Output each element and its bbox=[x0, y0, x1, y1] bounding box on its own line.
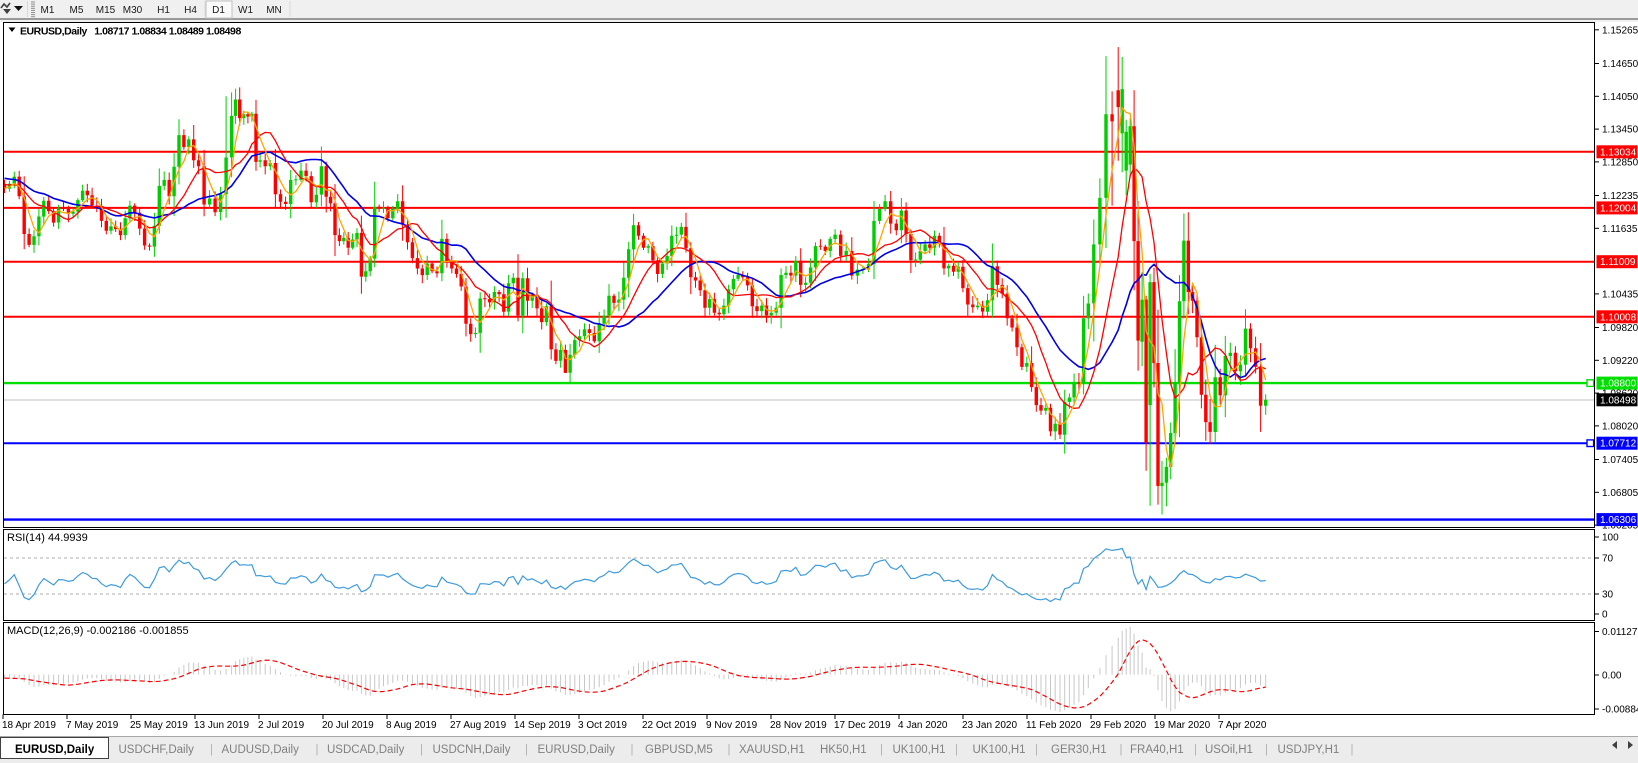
svg-text:-0.008845: -0.008845 bbox=[1602, 705, 1638, 716]
svg-text:|: | bbox=[1265, 744, 1268, 756]
svg-text:18 Apr 2019: 18 Apr 2019 bbox=[2, 720, 56, 731]
svg-text:30: 30 bbox=[1602, 590, 1614, 601]
svg-text:W1: W1 bbox=[238, 5, 253, 16]
svg-text:1.12235: 1.12235 bbox=[1602, 191, 1638, 202]
svg-text:UK100,H1: UK100,H1 bbox=[893, 744, 946, 756]
svg-text:1.11009: 1.11009 bbox=[1600, 257, 1636, 268]
svg-text:1.12850: 1.12850 bbox=[1602, 157, 1638, 168]
svg-text:|: | bbox=[1120, 744, 1123, 756]
svg-text:25 May 2019: 25 May 2019 bbox=[130, 720, 188, 731]
svg-text:USDCNH,Daily: USDCNH,Daily bbox=[433, 744, 511, 756]
svg-text:EURUSD,Daily 1.08717 1.08834: EURUSD,Daily 1.08717 1.08834 1.08489 1.0… bbox=[20, 26, 241, 38]
svg-text:22 Oct 2019: 22 Oct 2019 bbox=[642, 720, 697, 731]
svg-text:USDCHF,Daily: USDCHF,Daily bbox=[119, 744, 195, 756]
svg-text:|: | bbox=[1194, 744, 1197, 756]
svg-text:7 May 2019: 7 May 2019 bbox=[66, 720, 119, 731]
svg-text:|: | bbox=[316, 744, 319, 756]
svg-text:14 Sep 2019: 14 Sep 2019 bbox=[514, 720, 571, 731]
svg-text:1.08498: 1.08498 bbox=[1600, 395, 1637, 406]
svg-text:100: 100 bbox=[1602, 533, 1619, 544]
svg-text:1.10008: 1.10008 bbox=[1600, 312, 1637, 323]
svg-text:1.09220: 1.09220 bbox=[1602, 356, 1638, 367]
svg-text:8 Aug 2019: 8 Aug 2019 bbox=[386, 720, 437, 731]
svg-text:XAUUSD,H1: XAUUSD,H1 bbox=[739, 744, 805, 756]
svg-text:USDJPY,H1: USDJPY,H1 bbox=[1278, 744, 1340, 756]
svg-text:1.13034: 1.13034 bbox=[1600, 147, 1637, 158]
svg-text:1.08020: 1.08020 bbox=[1602, 421, 1638, 432]
svg-text:1.08800: 1.08800 bbox=[1600, 379, 1637, 390]
svg-text:1.14650: 1.14650 bbox=[1602, 59, 1638, 70]
svg-text:|: | bbox=[420, 744, 423, 756]
svg-text:M30: M30 bbox=[123, 5, 143, 16]
svg-text:1.13450: 1.13450 bbox=[1602, 125, 1638, 136]
svg-text:1.15265: 1.15265 bbox=[1602, 25, 1638, 36]
svg-text:1.06306: 1.06306 bbox=[1600, 515, 1637, 526]
svg-text:|: | bbox=[955, 744, 958, 756]
svg-text:13 Jun 2019: 13 Jun 2019 bbox=[194, 720, 249, 731]
svg-text:RSI(14) 44.9939: RSI(14) 44.9939 bbox=[7, 532, 88, 544]
svg-text:H1: H1 bbox=[157, 5, 170, 16]
svg-text:|: | bbox=[728, 744, 731, 756]
svg-text:USDCAD,Daily: USDCAD,Daily bbox=[327, 744, 405, 756]
svg-text:0.011277: 0.011277 bbox=[1602, 627, 1638, 638]
svg-text:17 Dec 2019: 17 Dec 2019 bbox=[834, 720, 891, 731]
svg-text:EURUSD,Daily: EURUSD,Daily bbox=[538, 744, 616, 756]
svg-text:MN: MN bbox=[266, 5, 282, 16]
svg-text:EURUSD,Daily: EURUSD,Daily bbox=[15, 744, 95, 756]
svg-text:D1: D1 bbox=[212, 5, 225, 16]
svg-text:UK100,H1: UK100,H1 bbox=[973, 744, 1026, 756]
svg-text:19 Mar 2020: 19 Mar 2020 bbox=[1154, 720, 1211, 731]
svg-text:3 Oct 2019: 3 Oct 2019 bbox=[578, 720, 627, 731]
svg-text:0: 0 bbox=[1602, 610, 1608, 621]
svg-text:1.12004: 1.12004 bbox=[1600, 203, 1637, 214]
svg-text:1.09820: 1.09820 bbox=[1602, 323, 1638, 334]
svg-text:H4: H4 bbox=[184, 5, 197, 16]
svg-text:1.11635: 1.11635 bbox=[1602, 224, 1638, 235]
svg-text:1.07712: 1.07712 bbox=[1600, 439, 1637, 450]
svg-text:M1: M1 bbox=[41, 5, 55, 16]
svg-text:FRA40,H1: FRA40,H1 bbox=[1130, 744, 1184, 756]
svg-text:|: | bbox=[210, 744, 213, 756]
svg-text:M15: M15 bbox=[96, 5, 116, 16]
svg-text:|: | bbox=[1035, 744, 1038, 756]
svg-text:29 Feb 2020: 29 Feb 2020 bbox=[1090, 720, 1147, 731]
svg-text:|: | bbox=[631, 744, 634, 756]
svg-text:1.07405: 1.07405 bbox=[1602, 455, 1638, 466]
svg-text:M5: M5 bbox=[70, 5, 84, 16]
svg-text:USOil,H1: USOil,H1 bbox=[1205, 744, 1253, 756]
svg-text:0.00: 0.00 bbox=[1602, 671, 1622, 682]
svg-text:HK50,H1: HK50,H1 bbox=[820, 744, 867, 756]
svg-text:2 Jul 2019: 2 Jul 2019 bbox=[258, 720, 305, 731]
svg-text:4 Jan 2020: 4 Jan 2020 bbox=[898, 720, 948, 731]
svg-text:1.14050: 1.14050 bbox=[1602, 92, 1638, 103]
svg-text:MACD(12,26,9) -0.002186 -0.001: MACD(12,26,9) -0.002186 -0.001855 bbox=[7, 625, 189, 637]
svg-text:|: | bbox=[1351, 744, 1354, 756]
svg-text:AUDUSD,Daily: AUDUSD,Daily bbox=[222, 744, 300, 756]
svg-text:27 Aug 2019: 27 Aug 2019 bbox=[450, 720, 507, 731]
svg-text:GER30,H1: GER30,H1 bbox=[1051, 744, 1107, 756]
svg-text:1.10435: 1.10435 bbox=[1602, 289, 1638, 300]
svg-text:|: | bbox=[525, 744, 528, 756]
svg-text:1.06805: 1.06805 bbox=[1602, 488, 1638, 499]
svg-text:|: | bbox=[880, 744, 883, 756]
svg-text:20 Jul 2019: 20 Jul 2019 bbox=[322, 720, 374, 731]
svg-text:23 Jan 2020: 23 Jan 2020 bbox=[962, 720, 1017, 731]
svg-text:28 Nov 2019: 28 Nov 2019 bbox=[770, 720, 827, 731]
svg-text:11 Feb 2020: 11 Feb 2020 bbox=[1026, 720, 1082, 731]
svg-text:70: 70 bbox=[1602, 554, 1614, 565]
svg-text:7 Apr 2020: 7 Apr 2020 bbox=[1218, 720, 1267, 731]
svg-text:GBPUSD,M5: GBPUSD,M5 bbox=[645, 744, 713, 756]
svg-text:9 Nov 2019: 9 Nov 2019 bbox=[706, 720, 758, 731]
